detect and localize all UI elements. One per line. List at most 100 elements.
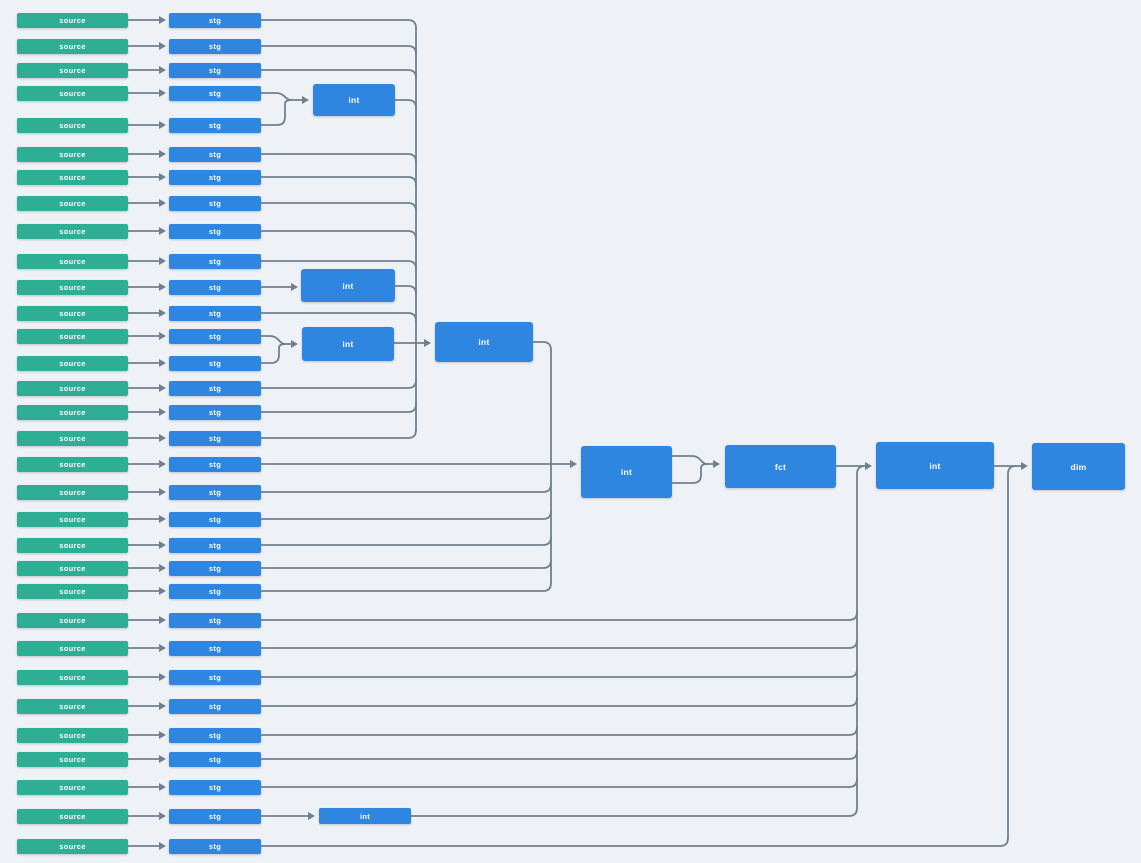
node-source-row-12[interactable]: source — [17, 305, 128, 321]
node-source-row-11[interactable]: source — [17, 279, 128, 295]
edge-path — [856, 465, 866, 809]
node-stg-row-13[interactable]: stg — [169, 328, 261, 344]
node-source-row-1[interactable]: source — [17, 12, 128, 28]
arrowhead-icon — [159, 150, 166, 158]
edge-path — [260, 99, 292, 126]
node-stg-row-29[interactable]: stg — [169, 751, 261, 767]
node-source-row-2[interactable]: source — [17, 38, 128, 54]
node-stg-row-28[interactable]: stg — [169, 727, 261, 743]
node-stg-row-9[interactable]: stg — [169, 223, 261, 239]
edge-path — [260, 343, 286, 364]
node-int-a[interactable]: int — [313, 84, 395, 116]
node-source-row-7[interactable]: source — [17, 169, 128, 185]
arrowhead-icon — [302, 96, 309, 104]
node-source-row-24[interactable]: source — [17, 612, 128, 628]
arrowhead-icon — [159, 842, 166, 850]
node-source-row-4[interactable]: source — [17, 85, 128, 101]
edge-path — [260, 429, 417, 439]
node-stg-row-11[interactable]: stg — [169, 279, 261, 295]
node-fct[interactable]: fct — [725, 445, 836, 488]
node-source-row-9[interactable]: source — [17, 223, 128, 239]
node-stg-row-1[interactable]: stg — [169, 12, 261, 28]
node-stg-row-5[interactable]: stg — [169, 117, 261, 133]
node-stg-row-10[interactable]: stg — [169, 253, 261, 269]
arrowhead-icon — [159, 755, 166, 763]
node-source-row-27[interactable]: source — [17, 698, 128, 714]
node-stg-row-2[interactable]: stg — [169, 38, 261, 54]
node-source-row-26[interactable]: source — [17, 669, 128, 685]
node-int-f[interactable]: int — [876, 442, 994, 489]
arrowhead-icon — [159, 812, 166, 820]
node-stg-row-15[interactable]: stg — [169, 380, 261, 396]
node-source-row-32[interactable]: source — [17, 838, 128, 854]
edge-path — [1007, 465, 1017, 839]
node-stg-row-26[interactable]: stg — [169, 669, 261, 685]
node-source-row-25[interactable]: source — [17, 640, 128, 656]
node-source-row-14[interactable]: source — [17, 355, 128, 371]
node-stg-row-3[interactable]: stg — [169, 62, 261, 78]
arrowhead-icon — [713, 460, 720, 468]
node-stg-row-12[interactable]: stg — [169, 305, 261, 321]
node-source-row-28[interactable]: source — [17, 727, 128, 743]
node-source-row-30[interactable]: source — [17, 779, 128, 795]
arrowhead-icon — [159, 173, 166, 181]
node-stg-row-20[interactable]: stg — [169, 511, 261, 527]
arrowhead-icon — [159, 199, 166, 207]
arrowhead-icon — [159, 731, 166, 739]
node-stg-row-31[interactable]: stg — [169, 808, 261, 824]
node-source-row-16[interactable]: source — [17, 404, 128, 420]
arrowhead-icon — [159, 488, 166, 496]
node-stg-row-7[interactable]: stg — [169, 169, 261, 185]
node-int-e[interactable]: int — [581, 446, 672, 498]
arrowhead-icon — [159, 309, 166, 317]
node-stg-row-18[interactable]: stg — [169, 456, 261, 472]
node-stg-row-32[interactable]: stg — [169, 838, 261, 854]
node-stg-row-23[interactable]: stg — [169, 583, 261, 599]
node-source-row-21[interactable]: source — [17, 537, 128, 553]
node-stg-row-6[interactable]: stg — [169, 146, 261, 162]
node-source-row-17[interactable]: source — [17, 430, 128, 446]
node-source-row-19[interactable]: source — [17, 484, 128, 500]
node-source-row-10[interactable]: source — [17, 253, 128, 269]
node-source-row-31[interactable]: source — [17, 808, 128, 824]
arrowhead-icon — [159, 616, 166, 624]
node-int-c[interactable]: int — [302, 327, 394, 361]
arrowhead-icon — [159, 644, 166, 652]
node-stg-row-30[interactable]: stg — [169, 779, 261, 795]
node-source-row-3[interactable]: source — [17, 62, 128, 78]
node-stg-row-17[interactable]: stg — [169, 430, 261, 446]
edge-path — [260, 19, 417, 29]
arrowhead-icon — [159, 515, 166, 523]
arrowhead-icon — [159, 283, 166, 291]
node-source-row-22[interactable]: source — [17, 560, 128, 576]
node-source-row-29[interactable]: source — [17, 751, 128, 767]
node-stg-row-19[interactable]: stg — [169, 484, 261, 500]
node-int-b[interactable]: int — [301, 269, 395, 302]
node-stg-row-24[interactable]: stg — [169, 612, 261, 628]
node-source-row-13[interactable]: source — [17, 328, 128, 344]
node-stg-row-27[interactable]: stg — [169, 698, 261, 714]
arrowhead-icon — [159, 587, 166, 595]
node-source-row-5[interactable]: source — [17, 117, 128, 133]
node-source-row-20[interactable]: source — [17, 511, 128, 527]
node-stg-row-16[interactable]: stg — [169, 404, 261, 420]
node-int-d[interactable]: int — [435, 322, 533, 362]
arrowhead-icon — [159, 434, 166, 442]
node-source-row-6[interactable]: source — [17, 146, 128, 162]
node-source-row-8[interactable]: source — [17, 195, 128, 211]
node-stg-row-25[interactable]: stg — [169, 640, 261, 656]
node-source-row-15[interactable]: source — [17, 380, 128, 396]
node-stg-row-4[interactable]: stg — [169, 85, 261, 101]
node-source-row-23[interactable]: source — [17, 583, 128, 599]
node-stg-row-22[interactable]: stg — [169, 560, 261, 576]
node-dim[interactable]: dim — [1032, 443, 1125, 490]
node-stg-row-14[interactable]: stg — [169, 355, 261, 371]
node-stg-row-8[interactable]: stg — [169, 195, 261, 211]
node-source-row-18[interactable]: source — [17, 456, 128, 472]
edge-path — [671, 463, 708, 484]
node-stg-row-21[interactable]: stg — [169, 537, 261, 553]
arrowhead-icon — [308, 812, 315, 820]
node-int-g[interactable]: int — [319, 808, 411, 824]
